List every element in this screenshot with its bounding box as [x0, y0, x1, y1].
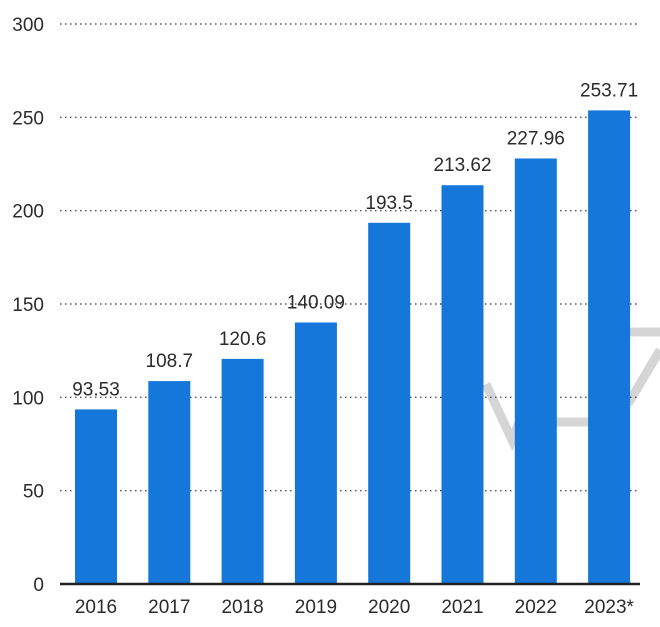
bar-2016	[75, 409, 117, 584]
value-label-2021: 213.62	[433, 155, 491, 176]
value-label-2017: 108.7	[146, 351, 194, 372]
x-tick-label-2017: 2017	[148, 597, 190, 618]
x-tick-label-2022: 2022	[515, 597, 557, 618]
bar-2021	[441, 185, 484, 584]
y-tick-label-200: 200	[12, 202, 44, 223]
y-tick-label-100: 100	[12, 388, 44, 409]
x-tick-label-2021: 2021	[441, 597, 483, 618]
y-tick-label-50: 50	[23, 482, 44, 503]
bar-2022	[514, 158, 557, 584]
value-label-2022: 227.96	[507, 128, 565, 149]
watermark-mark-2	[547, 356, 590, 427]
x-tick-label-2016: 2016	[75, 597, 117, 618]
x-tick-label-2023-projected: 2023*	[584, 597, 634, 618]
y-tick-label-250: 250	[12, 108, 44, 129]
bars	[75, 110, 631, 585]
x-tick-label-2018: 2018	[221, 597, 263, 618]
gridlines	[60, 23, 640, 492]
y-tick-label-0: 0	[33, 575, 44, 596]
watermark-mark-4	[624, 347, 660, 407]
bar-2023-projected	[588, 110, 631, 585]
bar-2018	[221, 358, 264, 584]
bar-2017	[148, 381, 191, 584]
y-tick-label-300: 300	[12, 15, 44, 36]
bar-2020	[368, 222, 411, 585]
value-label-2018: 120.6	[219, 329, 267, 350]
bar-value-labels: 93.53 108.7 120.6 140.09 193.5 213.62 227.96 25…	[72, 80, 638, 400]
value-label-2020: 193.5	[365, 193, 413, 214]
y-axis-ticks: 0 50 100 150 200 250 300	[12, 15, 44, 596]
bar-2019	[294, 322, 337, 584]
value-label-2023-projected: 253.71	[580, 80, 638, 101]
x-tick-label-2019: 2019	[295, 597, 337, 618]
value-label-2019: 140.09	[287, 292, 345, 313]
watermark	[481, 327, 660, 452]
x-tick-label-2020: 2020	[368, 597, 410, 618]
y-tick-label-150: 150	[12, 295, 44, 316]
x-axis-ticks: 2016 2017 2018 2019 2020 2021 2022 2023*	[75, 597, 635, 618]
value-label-2016: 93.53	[72, 379, 120, 400]
